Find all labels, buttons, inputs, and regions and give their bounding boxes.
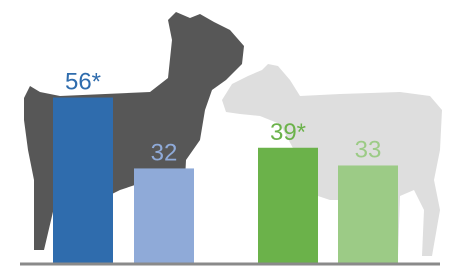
bar xyxy=(134,168,194,263)
bar xyxy=(258,148,318,263)
bar xyxy=(338,165,398,263)
value-label: 32 xyxy=(151,139,178,166)
value-label: 33 xyxy=(355,136,382,163)
value-label: 39* xyxy=(270,119,306,146)
light-goat-silhouette xyxy=(222,64,442,256)
chart: 56* 32 39* 33 xyxy=(0,0,453,267)
bar xyxy=(53,98,113,263)
page: 56*3239*33 (() => { const data = JSON.pa… xyxy=(0,0,453,267)
value-label: 56* xyxy=(65,69,101,96)
